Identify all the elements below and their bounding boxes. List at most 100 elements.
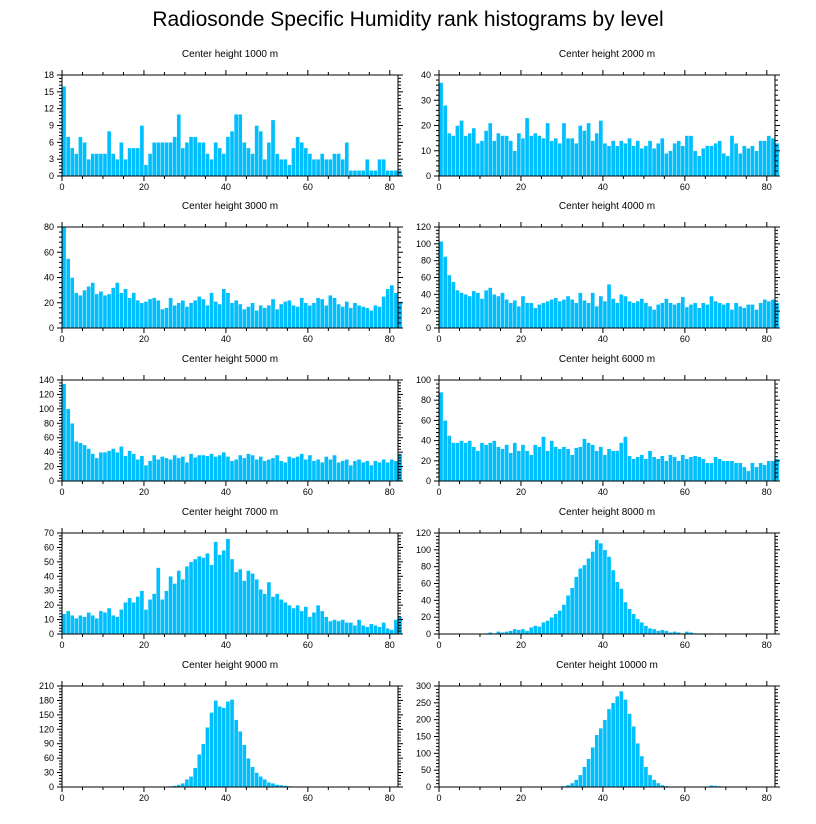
y-tick-label: 0	[426, 782, 431, 792]
histogram-bar	[528, 627, 534, 635]
histogram-bar	[627, 608, 632, 635]
histogram-bar	[754, 309, 759, 329]
histogram-bar	[709, 145, 714, 177]
histogram-bar	[647, 140, 653, 177]
histogram-panel: Center height 7000 m 0 20 40 60 80 0 10 20 30 40 50…	[44, 507, 403, 650]
histogram-bar	[528, 454, 534, 482]
histogram-bar	[614, 450, 620, 482]
histogram-bar	[623, 142, 628, 177]
histogram-bar	[131, 453, 136, 482]
x-tick-label: 0	[436, 182, 441, 192]
histogram-bar	[492, 440, 497, 482]
histogram-bar	[750, 304, 755, 329]
histogram-bar	[139, 455, 145, 482]
histogram-bar	[594, 734, 600, 788]
histogram-bar	[655, 458, 661, 482]
histogram-bar	[655, 142, 661, 177]
histogram-bar	[639, 755, 645, 788]
histogram-bar	[553, 297, 559, 329]
histogram-bar	[139, 302, 145, 329]
histogram-bar	[348, 307, 354, 329]
histogram-bar	[500, 135, 505, 177]
histogram-bar	[574, 447, 579, 482]
x-tick-label: 80	[762, 793, 772, 803]
histogram-bar	[139, 125, 145, 177]
x-tick-label: 40	[598, 182, 608, 192]
histogram-panel: Center height 6000 m 0 20 40 60 80 0 20 40 60 80 10…	[416, 354, 780, 497]
histogram-bar	[139, 590, 145, 635]
histogram-bar	[397, 301, 403, 329]
x-tick-label: 20	[516, 334, 526, 344]
histogram-bar	[242, 744, 247, 788]
y-tick-label: 3	[49, 154, 54, 164]
histogram-bar	[172, 136, 177, 177]
histogram-bar	[213, 700, 218, 788]
histogram-bar	[614, 581, 620, 635]
histogram-bar	[180, 300, 186, 329]
histogram-bar	[115, 282, 120, 329]
histogram-bar	[69, 147, 75, 177]
histogram-bar	[774, 458, 780, 482]
x-tick-label: 20	[139, 640, 149, 650]
histogram-bar	[205, 553, 210, 635]
histogram-bar	[631, 145, 636, 177]
y-tick-label: 50	[44, 557, 54, 567]
histogram-bar	[696, 307, 702, 329]
y-tick-label: 100	[416, 239, 431, 249]
histogram-bar	[451, 281, 456, 329]
histogram-bar	[172, 583, 177, 635]
x-tick-label: 0	[436, 487, 441, 497]
y-tick-label: 0	[49, 629, 54, 639]
x-tick-label: 60	[303, 640, 313, 650]
histogram-bar	[303, 147, 309, 177]
histogram-bar	[110, 615, 116, 635]
histogram-bar	[135, 459, 141, 482]
histogram-bar	[643, 145, 649, 177]
x-tick-label: 20	[516, 640, 526, 650]
y-tick-label: 100	[416, 375, 431, 385]
histogram-bar	[524, 117, 530, 177]
x-tick-label: 60	[303, 334, 313, 344]
histogram-bar	[221, 451, 227, 482]
histogram-bar	[664, 630, 669, 635]
histogram-bar	[303, 606, 309, 635]
histogram-bar	[565, 295, 571, 329]
histogram-bar	[250, 454, 255, 482]
histogram-bar	[733, 462, 739, 482]
histogram-bar	[143, 301, 149, 329]
y-tick-label: 300	[416, 681, 431, 691]
histogram-bar	[270, 782, 276, 788]
histogram-bar	[639, 148, 645, 177]
histogram-bar	[274, 308, 280, 329]
histogram-bar	[627, 455, 632, 482]
histogram-bar	[582, 438, 587, 482]
histogram-bar	[156, 300, 161, 329]
histogram-bar	[713, 300, 718, 329]
histogram-bar	[319, 298, 325, 329]
histogram-bar	[721, 460, 727, 482]
histogram-bar	[446, 435, 452, 482]
histogram-bar	[262, 779, 268, 788]
histogram-bar	[266, 781, 272, 788]
histogram-bar	[98, 153, 104, 177]
histogram-bar	[254, 578, 259, 635]
histogram-bar	[602, 300, 608, 329]
histogram-bar	[197, 296, 202, 329]
histogram-bar	[729, 309, 735, 329]
histogram-bar	[451, 135, 456, 177]
histogram-bar	[701, 148, 706, 177]
plot-frame	[61, 685, 399, 788]
histogram-bar	[455, 125, 460, 177]
histogram-bar	[541, 436, 546, 482]
histogram-bar	[221, 550, 227, 635]
y-tick-label: 40	[44, 571, 54, 581]
histogram-bar	[389, 284, 395, 329]
histogram-bar	[283, 301, 288, 329]
histogram-bar	[770, 299, 776, 329]
histogram-bar	[746, 148, 751, 177]
histogram-bar	[680, 145, 686, 177]
histogram-bar	[389, 459, 395, 482]
x-tick-label: 0	[436, 793, 441, 803]
histogram-bar	[483, 289, 489, 329]
histogram-bar	[82, 289, 87, 329]
